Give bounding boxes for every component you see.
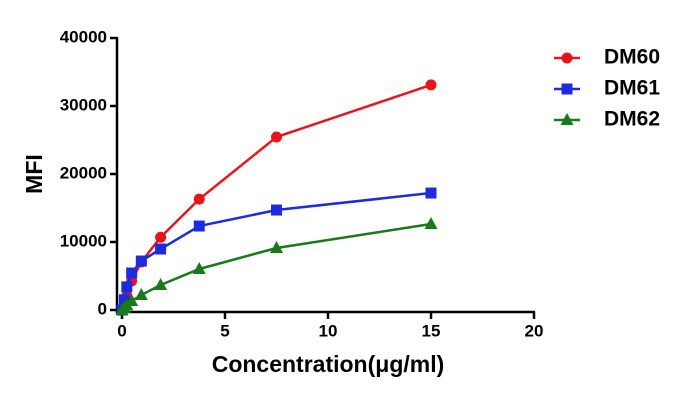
marker: [121, 281, 133, 293]
y-tick-label: 20000: [60, 163, 107, 182]
marker: [192, 261, 206, 274]
marker: [271, 204, 282, 216]
marker: [561, 83, 573, 95]
marker: [118, 294, 130, 306]
marker: [193, 220, 205, 232]
marker: [135, 255, 147, 267]
marker: [134, 288, 148, 301]
marker: [425, 79, 437, 91]
x-tick-label: 10: [319, 321, 338, 340]
marker: [424, 216, 438, 229]
series-line: [121, 222, 432, 311]
y-tick-label: 30000: [60, 95, 107, 114]
marker: [125, 294, 139, 307]
y-tick-label: 10000: [60, 231, 107, 250]
legend-label: DM61: [604, 77, 660, 100]
marker: [561, 52, 573, 64]
y-tick-label: 0: [98, 299, 107, 318]
legend-label: DM62: [604, 108, 660, 131]
marker: [154, 277, 168, 290]
y-axis-title: MFI: [21, 154, 47, 194]
legend-label: DM60: [604, 46, 660, 69]
x-axis-title: Concentration(μg/ml): [212, 351, 445, 377]
x-tick-label: 15: [422, 321, 441, 340]
marker: [193, 193, 205, 205]
x-tick-label: 0: [117, 321, 126, 340]
marker: [271, 131, 282, 143]
x-tick-label: 20: [525, 321, 544, 340]
x-tick-label: 5: [220, 321, 229, 340]
marker: [425, 187, 437, 199]
marker: [155, 231, 167, 243]
y-tick-label: 40000: [60, 27, 107, 46]
marker: [155, 243, 167, 255]
marker: [270, 240, 283, 253]
marker: [560, 113, 574, 125]
marker: [126, 267, 138, 279]
